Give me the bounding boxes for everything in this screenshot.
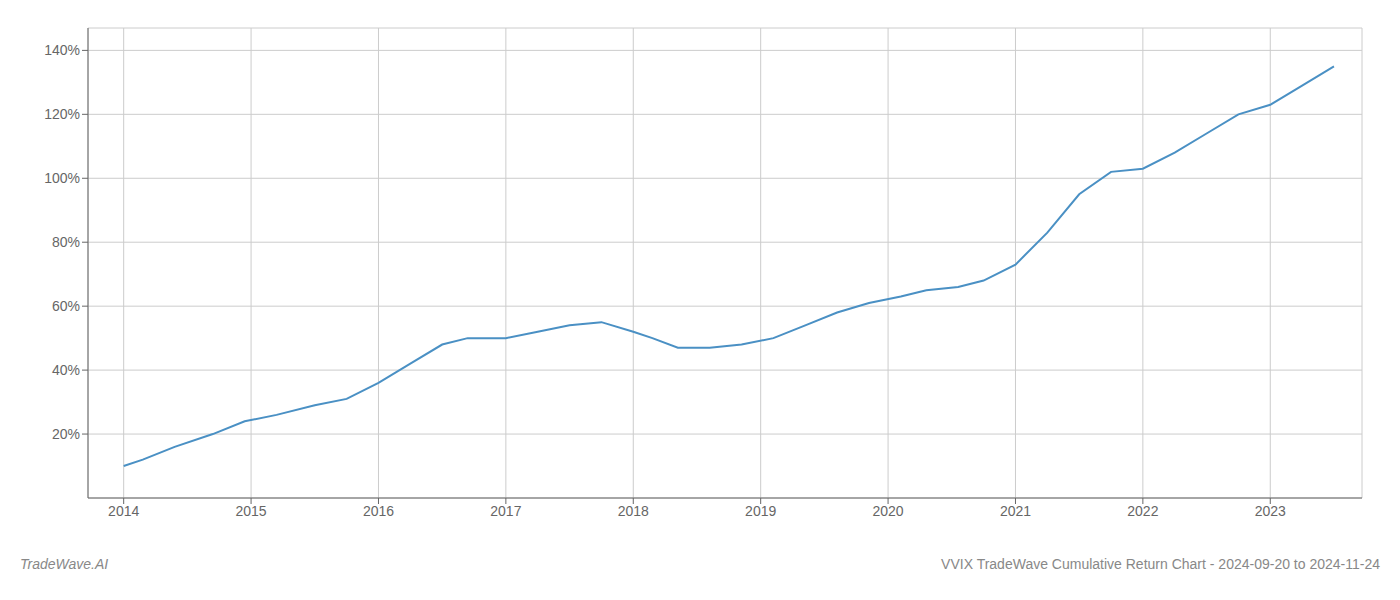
- svg-text:20%: 20%: [52, 426, 80, 442]
- html-text:TradeWave.AI: TradeWave.AI: [20, 556, 109, 572]
- svg-text:2014: 2014: [108, 503, 139, 519]
- svg-text:2016: 2016: [363, 503, 394, 519]
- svg-text:2015: 2015: [235, 503, 266, 519]
- svg-text:40%: 40%: [52, 362, 80, 378]
- svg-text:2021: 2021: [1000, 503, 1031, 519]
- svg-text:2019: 2019: [745, 503, 776, 519]
- svg-text:2018: 2018: [618, 503, 649, 519]
- svg-text:80%: 80%: [52, 234, 80, 250]
- svg-text:2020: 2020: [872, 503, 903, 519]
- svg-text:60%: 60%: [52, 298, 80, 314]
- html-text:VVIX TradeWave Cumulative Retu: VVIX TradeWave Cumulative Return Chart -…: [941, 556, 1380, 572]
- svg-text:140%: 140%: [44, 42, 80, 58]
- svg-text:100%: 100%: [44, 170, 80, 186]
- svg-text:120%: 120%: [44, 106, 80, 122]
- svg-text:2022: 2022: [1127, 503, 1158, 519]
- svg-text:2023: 2023: [1255, 503, 1286, 519]
- svg-text:2017: 2017: [490, 503, 521, 519]
